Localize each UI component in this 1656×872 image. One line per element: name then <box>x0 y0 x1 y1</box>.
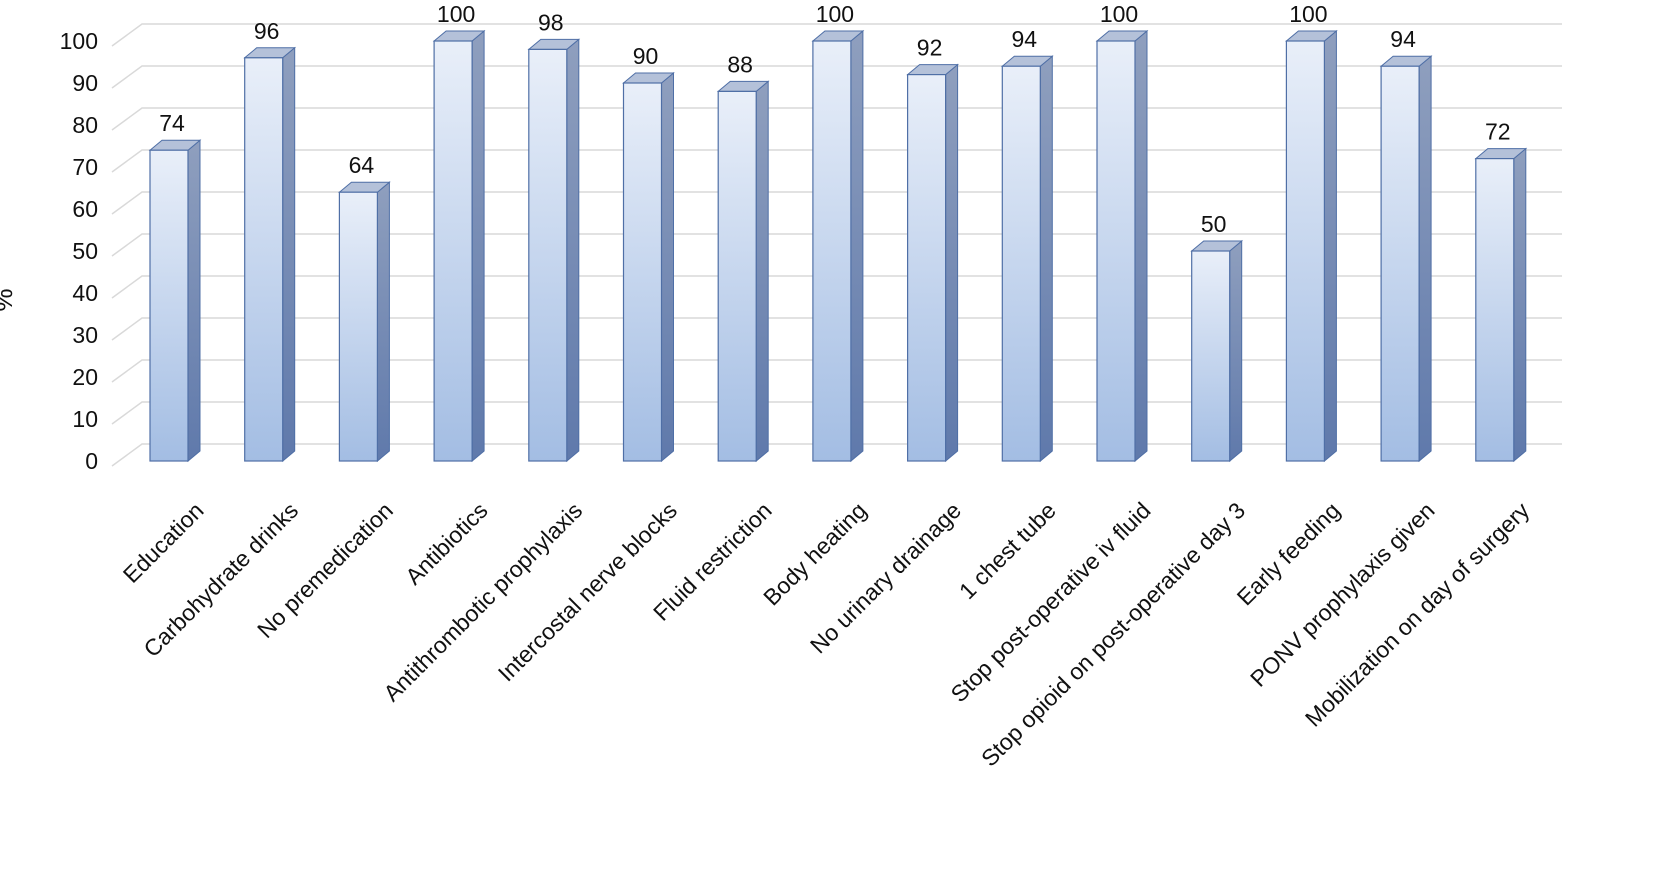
bar <box>1095 29 1149 463</box>
category-label: Antibiotics <box>400 497 493 590</box>
data-label: 50 <box>1201 211 1227 237</box>
data-label: 64 <box>349 152 375 178</box>
data-label: 94 <box>1012 26 1038 52</box>
gridline <box>111 191 1562 215</box>
bar-side <box>1418 55 1432 463</box>
bar-side <box>1513 147 1527 463</box>
category-label: PONV prophylaxis given <box>1245 497 1440 692</box>
category-label: Education <box>118 497 209 588</box>
y-tick-label: 80 <box>72 112 98 138</box>
gridline <box>111 65 1562 89</box>
bar-front <box>717 90 757 462</box>
bar-side <box>566 38 580 463</box>
category-label: 1 chest tube <box>954 497 1061 604</box>
category-label: Intercostal nerve blocks <box>493 497 682 686</box>
y-tick-label: 10 <box>72 406 98 432</box>
bar-front <box>1475 158 1515 462</box>
data-label: 92 <box>917 35 943 61</box>
bar-front <box>1380 65 1420 462</box>
bar-side <box>755 80 769 463</box>
gridline <box>111 359 1562 383</box>
data-label: 100 <box>1100 1 1138 27</box>
data-label: 100 <box>1289 1 1327 27</box>
y-tick-label: 30 <box>72 322 98 348</box>
data-label: 74 <box>159 110 185 136</box>
bar-front <box>1285 40 1326 462</box>
gridline <box>111 233 1562 257</box>
gridline <box>111 149 1562 173</box>
bar-front <box>149 149 189 462</box>
bar-side <box>1134 29 1148 463</box>
data-label: 88 <box>727 51 753 77</box>
bar <box>906 63 959 463</box>
data-label: 100 <box>437 1 475 27</box>
bar-front <box>244 57 284 462</box>
bar <box>1000 55 1054 463</box>
bar-front <box>1096 40 1136 462</box>
data-label: 72 <box>1485 119 1511 145</box>
data-label: 98 <box>538 9 564 35</box>
data-label: 94 <box>1390 26 1416 52</box>
gridline <box>111 107 1562 131</box>
y-tick-label: 50 <box>72 238 98 264</box>
y-tick-label: 60 <box>72 196 98 222</box>
y-tick-label: 70 <box>72 154 98 180</box>
bar-front <box>1001 65 1041 462</box>
gridline <box>111 23 1562 47</box>
y-tick-label: 100 <box>60 28 98 54</box>
bars <box>148 29 1528 463</box>
gridline <box>111 401 1562 425</box>
bar-side <box>661 71 674 463</box>
data-label: 96 <box>254 18 280 44</box>
bar <box>811 29 865 463</box>
bar-side <box>1229 239 1243 463</box>
y-tick-label: 90 <box>72 70 98 96</box>
bar <box>1474 147 1528 463</box>
bar-side <box>471 29 485 463</box>
y-tick-label: 40 <box>72 280 98 306</box>
bar-side <box>376 181 390 463</box>
category-label: Stop post-operative iv fluid <box>945 497 1155 707</box>
bar-front <box>528 48 568 462</box>
bar-side <box>1323 29 1337 463</box>
bar <box>527 38 581 463</box>
bar-side <box>187 139 201 463</box>
bar-front <box>622 82 663 462</box>
bar-front <box>1191 250 1231 462</box>
bar <box>148 139 202 463</box>
bar <box>1379 55 1433 463</box>
category-label: Antithrombotic prophylaxis <box>378 497 587 706</box>
bar-side <box>850 29 864 463</box>
y-tick-label: 0 <box>85 448 98 474</box>
y-tick-label: 20 <box>72 364 98 390</box>
gridline <box>111 443 1562 467</box>
y-axis-title: % <box>0 288 18 311</box>
bar-front <box>812 40 852 462</box>
bar-side <box>282 46 296 463</box>
bar <box>243 46 297 463</box>
bar-side <box>1039 55 1053 463</box>
data-labels: 74 96 64 100 98 90 88 100 92 94 100 50 100 94 72 <box>159 1 1510 237</box>
bar <box>622 71 675 463</box>
data-label: 90 <box>633 43 659 69</box>
bar-front <box>433 40 473 462</box>
bar <box>716 80 770 463</box>
bar-front <box>906 73 947 462</box>
bar-side <box>945 63 959 463</box>
gridline <box>111 317 1562 341</box>
bar <box>432 29 486 463</box>
bar <box>1285 29 1338 463</box>
gridline <box>111 275 1562 299</box>
category-label: Carbohydrate drinks <box>138 497 303 662</box>
bar-front <box>338 191 378 462</box>
bar <box>1190 239 1244 463</box>
data-label: 100 <box>816 1 854 27</box>
y-axis-ticks: 0 10 20 30 40 50 60 70 80 90 100 <box>60 28 98 474</box>
bar <box>338 181 391 463</box>
gridlines <box>111 23 1562 467</box>
